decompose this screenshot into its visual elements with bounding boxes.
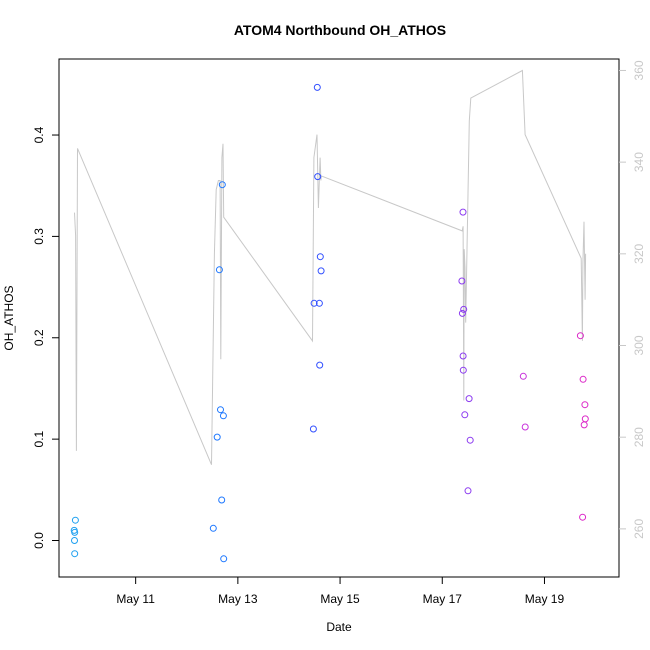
plot-frame [58,58,620,578]
data-point [209,524,217,532]
data-point [215,266,223,274]
y2-tick-label: 340 [632,152,646,172]
x-axis: May 11 May 13 May 15 May 17 May 19 [116,577,564,606]
data-point [464,487,472,495]
data-point [465,395,473,403]
data-point [458,277,466,285]
data-point [458,309,466,317]
data-point [579,375,587,383]
data-point [71,516,79,524]
x-tick-label: May 19 [525,592,565,606]
data-point [459,352,467,360]
x-tick-label: May 15 [320,592,360,606]
data-point [71,550,79,558]
data-point [71,537,78,544]
data-point [316,361,324,369]
y-tick-label: 0.3 [32,228,46,245]
data-point [315,299,323,307]
data-point [461,411,469,419]
secondary-line-layer [74,69,587,465]
data-point [460,305,468,313]
data-point [220,555,228,563]
data-point [314,173,322,181]
y-axis-left: 0.0 0.1 0.2 0.3 0.4 [32,126,59,549]
x-axis-label: Date [326,620,352,634]
data-point [581,415,589,423]
data-point [521,423,529,431]
data-point [579,513,587,521]
x-tick-label: May 17 [423,592,463,606]
data-point [217,406,224,414]
data-point [581,401,589,409]
data-point [310,299,318,307]
y-axis-right: 260 280 300 320 340 360 [619,60,646,539]
y-tick-label: 0.1 [32,430,46,447]
y2-tick-label: 260 [632,519,646,539]
data-point [519,372,527,380]
x-tick-label: May 11 [116,592,155,606]
x-tick-label: May 13 [218,592,258,606]
y2-tick-label: 300 [632,335,646,355]
chart-title: ATOM4 Northbound OH_ATHOS [234,22,446,38]
data-point [213,433,221,441]
data-point [313,83,321,91]
y-tick-label: 0.0 [32,532,46,549]
y-tick-label: 0.4 [32,126,46,143]
secondary-series-line [74,69,587,465]
data-point [459,208,467,216]
y-axis-label: OH_ATHOS [2,285,16,350]
data-point [71,528,79,536]
data-point [219,412,227,420]
data-point [218,181,226,189]
y2-tick-label: 360 [632,60,646,80]
data-point [316,253,324,261]
data-point [459,366,467,374]
points-layer [70,83,589,563]
data-point [580,421,588,429]
data-point [466,436,474,444]
data-point [576,332,584,340]
y2-tick-label: 280 [632,427,646,447]
data-point [218,496,226,504]
y-tick-label: 0.2 [32,329,46,346]
data-point [317,267,325,275]
data-point [309,425,317,433]
y2-tick-label: 320 [632,243,646,263]
